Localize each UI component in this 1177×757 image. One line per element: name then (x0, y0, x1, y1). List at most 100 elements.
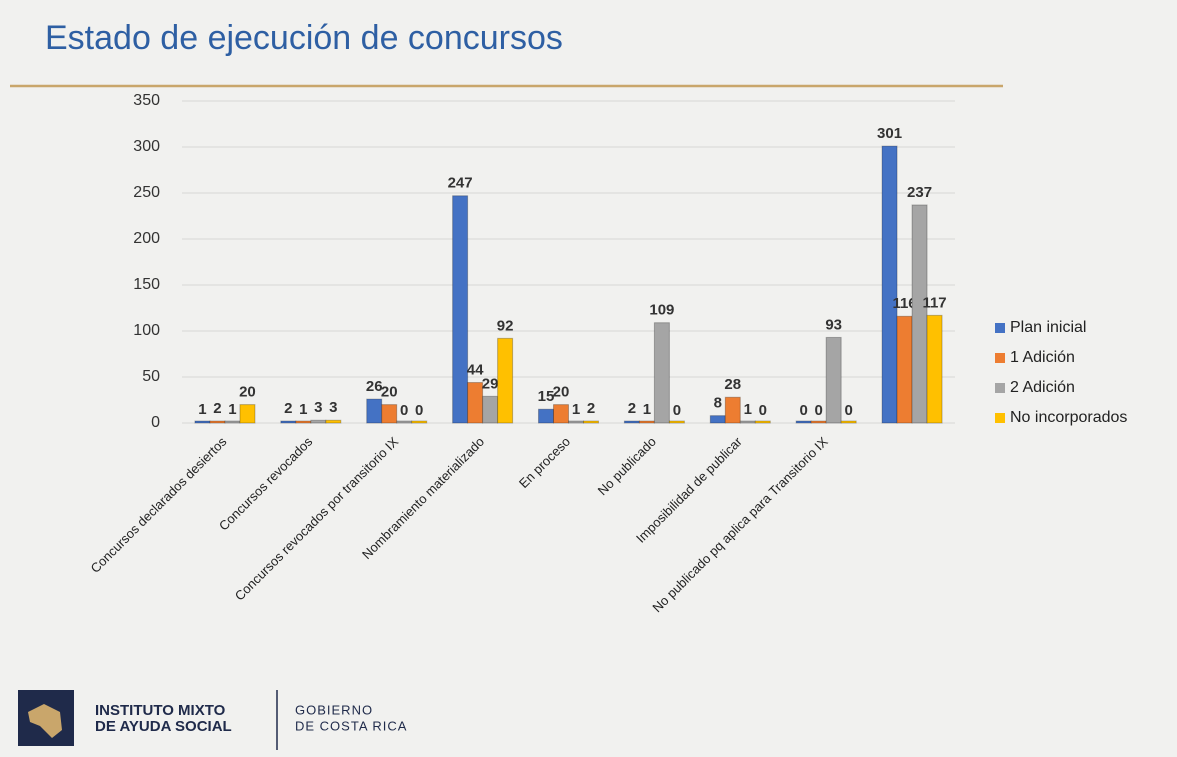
data-label: 28 (724, 376, 741, 393)
bar (623, 420, 640, 424)
data-label: 20 (239, 384, 256, 401)
data-label: 2 (587, 400, 595, 417)
x-tick-label: Concursos declarados desiertos (88, 434, 230, 576)
bar (668, 420, 685, 424)
bar (583, 420, 599, 424)
bar (881, 145, 898, 424)
bar (396, 420, 413, 424)
x-tick-label: Concursos revocados (216, 434, 316, 534)
y-tick-label: 50 (142, 368, 160, 385)
data-label: 0 (415, 402, 423, 419)
data-label: 26 (366, 378, 383, 395)
data-label: 1 (299, 401, 307, 418)
bar (452, 195, 469, 424)
slide-title: Estado de ejecución de concursos (45, 19, 563, 57)
y-tick-label: 0 (151, 414, 160, 431)
legend-swatch (995, 383, 1005, 393)
legend-label: 1 Adición (1010, 349, 1075, 366)
data-label: 0 (844, 402, 852, 419)
data-label: 3 (329, 399, 337, 416)
data-label: 109 (649, 302, 674, 319)
data-label: 1 (198, 401, 206, 418)
bar (538, 408, 554, 424)
legend-swatch (995, 413, 1005, 423)
data-label: 0 (400, 402, 408, 419)
legend-label: 2 Adición (1010, 379, 1075, 396)
bar (638, 420, 655, 424)
x-tick-label: Concursos revocados por transitorio IX (232, 434, 402, 604)
data-label: 8 (714, 395, 722, 412)
bar (653, 322, 670, 424)
data-label: 0 (759, 402, 767, 419)
data-label: 3 (314, 399, 322, 416)
data-label: 1 (643, 401, 651, 418)
bar (497, 337, 514, 424)
data-label: 117 (922, 294, 946, 311)
data-label: 93 (825, 316, 842, 333)
bar (911, 204, 928, 424)
gov-name: DE COSTA RICA (295, 718, 407, 733)
bar (411, 420, 428, 424)
bar (280, 420, 297, 424)
y-tick-label: 300 (133, 138, 160, 155)
data-label: 1 (744, 401, 752, 418)
bar (224, 420, 241, 424)
bar (709, 415, 726, 424)
data-label: 2 (284, 400, 292, 417)
x-tick-label: No publicado pq aplica para Transitorio … (649, 434, 831, 616)
bar (825, 336, 842, 424)
data-label: 15 (538, 388, 555, 405)
legend-swatch (995, 353, 1005, 363)
bar (239, 404, 256, 424)
data-label: 0 (799, 402, 807, 419)
bar (366, 398, 383, 424)
org-name: INSTITUTO MIXTO (95, 702, 226, 719)
bar (810, 420, 827, 424)
data-label: 2 (628, 400, 636, 417)
bar (724, 396, 741, 424)
bar (553, 404, 569, 424)
bar (310, 419, 327, 424)
data-label: 2 (213, 400, 221, 417)
org-name: DE AYUDA SOCIAL (95, 718, 232, 735)
data-label: 0 (814, 402, 822, 419)
bar (467, 382, 484, 424)
bar (739, 420, 756, 424)
legend-label: Plan inicial (1010, 319, 1086, 336)
bar (482, 395, 499, 424)
data-label: 116 (892, 295, 916, 312)
bar (795, 420, 812, 424)
data-label: 0 (673, 402, 681, 419)
bar (295, 420, 312, 424)
data-label: 301 (877, 125, 902, 142)
data-label: 44 (467, 361, 484, 378)
y-tick-label: 150 (133, 276, 160, 293)
bar (325, 419, 342, 424)
data-label: 237 (907, 184, 932, 201)
bar (896, 315, 913, 424)
y-tick-label: 200 (133, 230, 160, 247)
x-tick-label: En proceso (516, 434, 573, 491)
bar (926, 314, 943, 424)
bar (381, 404, 398, 424)
data-label: 20 (381, 384, 398, 401)
gov-name: GOBIERNO (295, 702, 373, 717)
logo-map (28, 704, 62, 738)
data-label: 1 (572, 401, 580, 418)
data-label: 247 (448, 175, 473, 192)
legend-swatch (995, 323, 1005, 333)
bar (568, 420, 584, 424)
data-label: 20 (553, 384, 570, 401)
x-tick-label: No publicado (595, 434, 659, 498)
y-tick-label: 350 (133, 92, 160, 109)
bar (194, 420, 211, 424)
data-label: 1 (228, 401, 236, 418)
data-label: 29 (482, 375, 499, 392)
bar (840, 420, 857, 424)
legend-label: No incorporados (1010, 409, 1127, 426)
data-label: 92 (497, 317, 514, 334)
y-tick-label: 250 (133, 184, 160, 201)
bar (209, 420, 226, 424)
bar (754, 420, 771, 424)
